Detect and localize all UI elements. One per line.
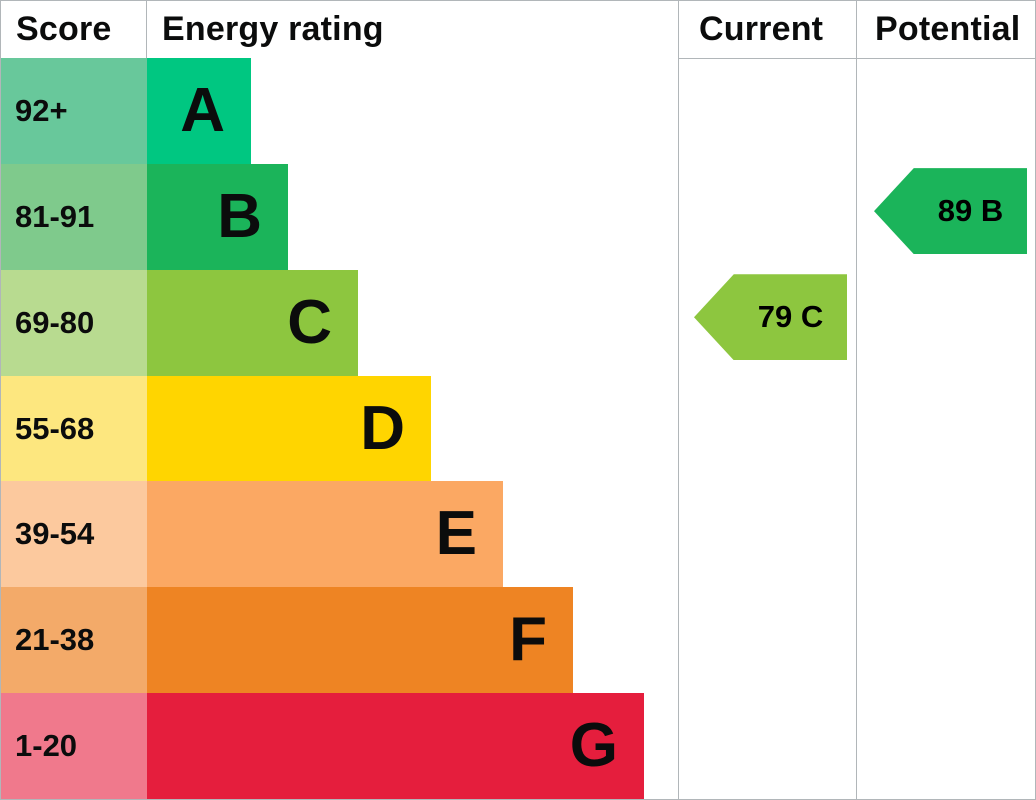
band-row: 21-38 F — [1, 587, 678, 694]
band-bar: G — [147, 693, 644, 799]
band-score: 1-20 — [1, 693, 147, 799]
band-score: 21-38 — [1, 587, 147, 694]
header-row: Score Energy rating Current Potential — [1, 1, 1035, 58]
band-score: 69-80 — [1, 269, 147, 376]
band-letter: G — [569, 711, 618, 781]
band-letter: A — [180, 75, 225, 145]
band-score: 81-91 — [1, 163, 147, 270]
header-score: Score — [1, 1, 147, 58]
current-rating-arrow: 79 C — [694, 274, 847, 361]
band-row: 1-20 G — [1, 693, 678, 799]
band-letter: E — [435, 499, 477, 569]
band-score: 55-68 — [1, 375, 147, 482]
band-score: 92+ — [1, 58, 147, 164]
potential-column-divider — [856, 1, 857, 799]
header-current: Current — [677, 1, 855, 58]
band-bar: D — [147, 375, 431, 482]
band-score: 39-54 — [1, 481, 147, 588]
band-bar: A — [147, 58, 251, 164]
potential-rating-arrow: 89 B — [874, 168, 1027, 255]
current-rating-label: 79 C — [757, 299, 824, 335]
band-row: 92+ A — [1, 58, 678, 164]
band-row: 55-68 D — [1, 375, 678, 482]
band-bar: E — [147, 481, 503, 588]
header-bottom-border — [678, 58, 1035, 59]
band-bar: F — [147, 587, 573, 694]
header-energy-rating: Energy rating — [147, 1, 677, 58]
band-row: 39-54 E — [1, 481, 678, 588]
band-row: 69-80 C — [1, 269, 678, 376]
band-letter: B — [217, 181, 262, 251]
band-letter: F — [509, 605, 547, 675]
band-letter: D — [360, 393, 405, 463]
band-letter: C — [287, 287, 332, 357]
band-row: 81-91 B — [1, 163, 678, 270]
header-potential: Potential — [855, 1, 1035, 58]
current-column-divider — [678, 1, 679, 799]
bands: 92+ A 81-91 B 69-80 C 55-68 D 39-54 — [1, 58, 678, 799]
band-bar: B — [147, 163, 288, 270]
band-bar: C — [147, 269, 358, 376]
potential-rating-label: 89 B — [937, 193, 1004, 229]
